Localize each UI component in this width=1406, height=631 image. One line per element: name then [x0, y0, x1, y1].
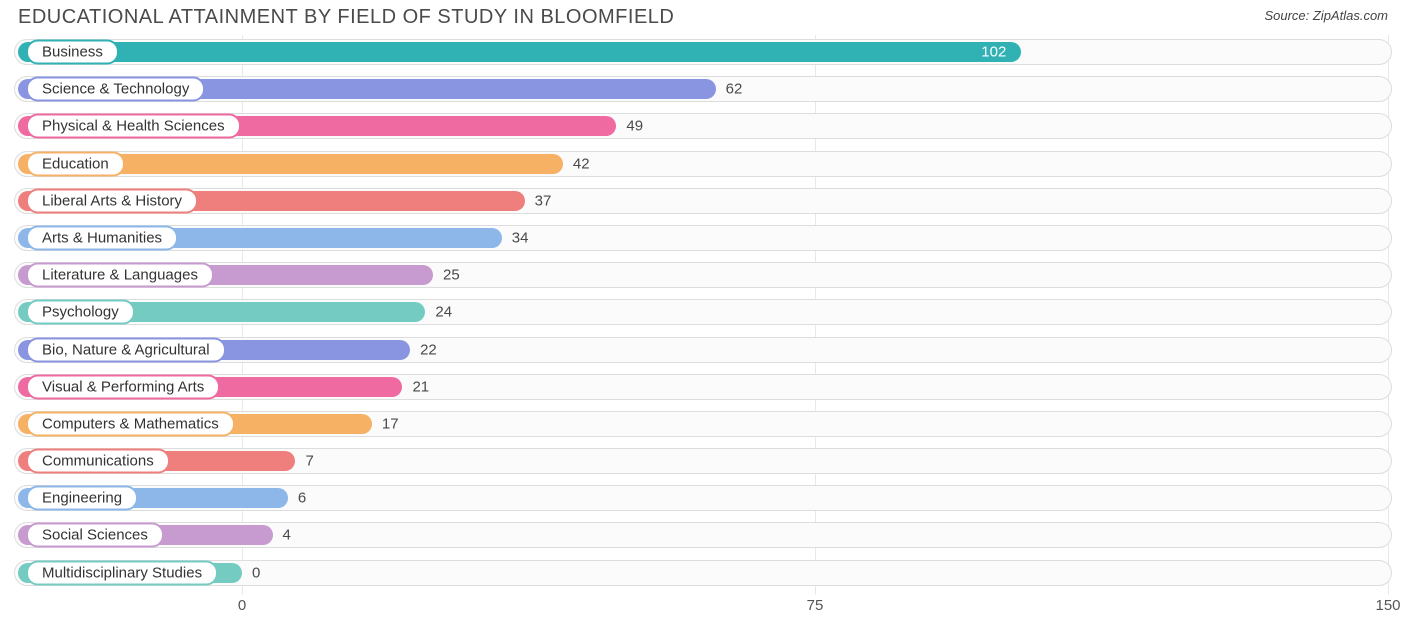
plot-area: Business 102 Science & Technology 62 Physica… [14, 35, 1392, 595]
category-label: Science & Technology [26, 77, 205, 102]
value-label: 24 [435, 304, 452, 321]
category-label: Bio, Nature & Agricultural [26, 337, 226, 362]
bar-row: Literature & Languages 25 [14, 258, 1392, 292]
bar-row: Communications 7 [14, 444, 1392, 478]
bar-row: Social Sciences 4 [14, 518, 1392, 552]
value-label: 22 [420, 341, 437, 358]
bar-row: Psychology 24 [14, 295, 1392, 329]
x-axis: 075150 [14, 595, 1392, 619]
bar-row: Multidisciplinary Studies 0 [14, 556, 1392, 590]
category-label: Arts & Humanities [26, 225, 178, 250]
chart-container: EDUCATIONAL ATTAINMENT BY FIELD OF STUDY… [0, 0, 1406, 631]
value-label: 0 [252, 564, 260, 581]
bar-row: Science & Technology 62 [14, 72, 1392, 106]
bar-row: Physical & Health Sciences 49 [14, 109, 1392, 143]
value-label: 21 [412, 378, 429, 395]
category-label: Communications [26, 449, 170, 474]
source-attribution: Source: ZipAtlas.com [1264, 8, 1388, 23]
value-label: 37 [535, 192, 552, 209]
bar-row: Engineering 6 [14, 481, 1392, 515]
bar-row: Liberal Arts & History 37 [14, 184, 1392, 218]
value-label: 102 [981, 44, 1006, 61]
x-tick: 0 [238, 597, 246, 614]
category-label: Physical & Health Sciences [26, 114, 241, 139]
category-label: Visual & Performing Arts [26, 374, 220, 399]
bar-row: Computers & Mathematics 17 [14, 407, 1392, 441]
category-label: Business [26, 40, 119, 65]
value-label: 42 [573, 155, 590, 172]
category-label: Psychology [26, 300, 135, 325]
category-label: Literature & Languages [26, 263, 214, 288]
chart-title: EDUCATIONAL ATTAINMENT BY FIELD OF STUDY… [18, 6, 1392, 29]
category-label: Social Sciences [26, 523, 164, 548]
bar-row: Visual & Performing Arts 21 [14, 370, 1392, 404]
value-label: 34 [512, 229, 529, 246]
value-label: 25 [443, 267, 460, 284]
category-label: Multidisciplinary Studies [26, 560, 218, 585]
bar-fill [18, 42, 1021, 62]
bar-row: Education 42 [14, 147, 1392, 181]
bar-row: Bio, Nature & Agricultural 22 [14, 333, 1392, 367]
value-label: 4 [283, 527, 291, 544]
bar-row: Business 102 [14, 35, 1392, 69]
category-label: Liberal Arts & History [26, 188, 198, 213]
category-label: Engineering [26, 486, 138, 511]
value-label: 6 [298, 490, 306, 507]
category-label: Education [26, 151, 125, 176]
x-tick: 150 [1375, 597, 1400, 614]
value-label: 17 [382, 415, 399, 432]
x-tick: 75 [807, 597, 824, 614]
category-label: Computers & Mathematics [26, 411, 235, 436]
value-label: 62 [726, 81, 743, 98]
value-label: 49 [626, 118, 643, 135]
value-label: 7 [305, 453, 313, 470]
bar-row: Arts & Humanities 34 [14, 221, 1392, 255]
